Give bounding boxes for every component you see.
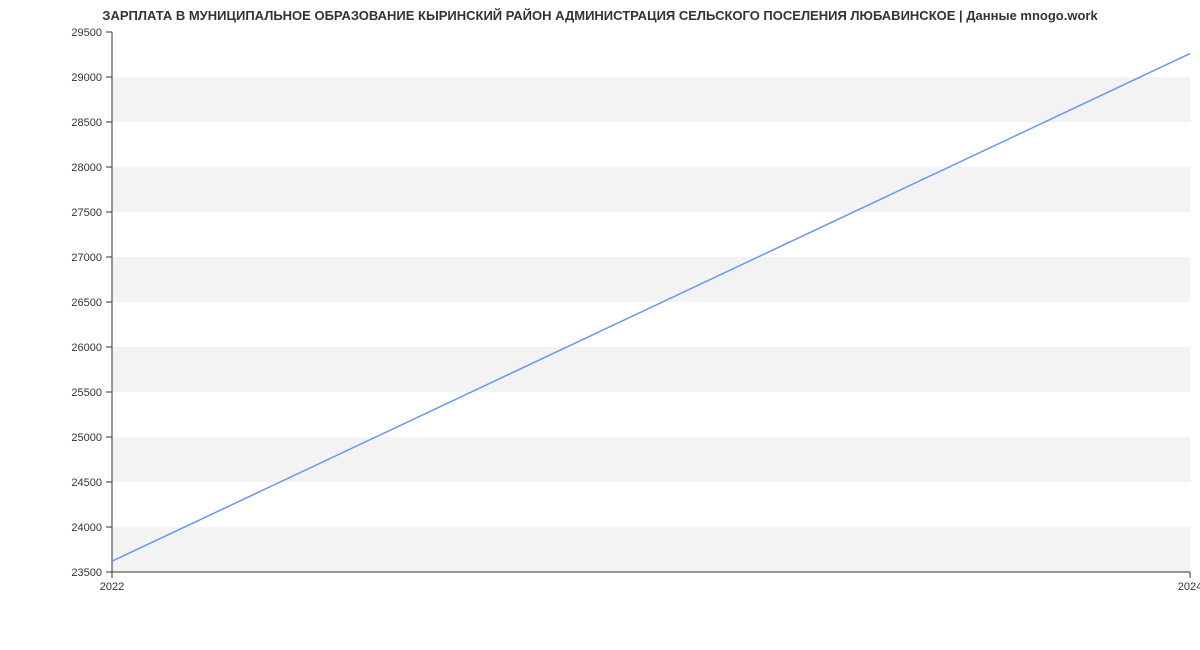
y-tick-label: 25000: [71, 432, 102, 444]
grid-band: [112, 167, 1190, 212]
grid-band: [112, 122, 1190, 167]
y-tick-label: 26000: [71, 342, 102, 354]
y-tick-label: 28000: [71, 162, 102, 174]
y-tick-label: 28500: [71, 117, 102, 129]
y-tick-label: 27000: [71, 252, 102, 264]
grid-band: [112, 77, 1190, 122]
y-tick-label: 29500: [71, 27, 102, 39]
grid-band: [112, 437, 1190, 482]
grid-band: [112, 212, 1190, 257]
y-tick-label: 29000: [71, 72, 102, 84]
grid-band: [112, 482, 1190, 527]
grid-band: [112, 392, 1190, 437]
y-tick-label: 24000: [71, 522, 102, 534]
y-tick-label: 26500: [71, 297, 102, 309]
salary-line-chart: ЗАРПЛАТА В МУНИЦИПАЛЬНОЕ ОБРАЗОВАНИЕ КЫР…: [0, 0, 1200, 650]
x-tick-label: 2022: [100, 581, 124, 593]
y-tick-label: 27500: [71, 207, 102, 219]
grid-band: [112, 32, 1190, 77]
x-tick-label: 2024: [1178, 581, 1200, 593]
y-tick-label: 25500: [71, 387, 102, 399]
grid-band: [112, 257, 1190, 302]
y-tick-label: 23500: [71, 567, 102, 579]
grid-band: [112, 347, 1190, 392]
grid-band: [112, 302, 1190, 347]
y-tick-label: 24500: [71, 477, 102, 489]
chart-svg: 23500 24000 24500 25000 25500 26000 26500 27000…: [0, 0, 1200, 650]
grid-band: [112, 527, 1190, 572]
